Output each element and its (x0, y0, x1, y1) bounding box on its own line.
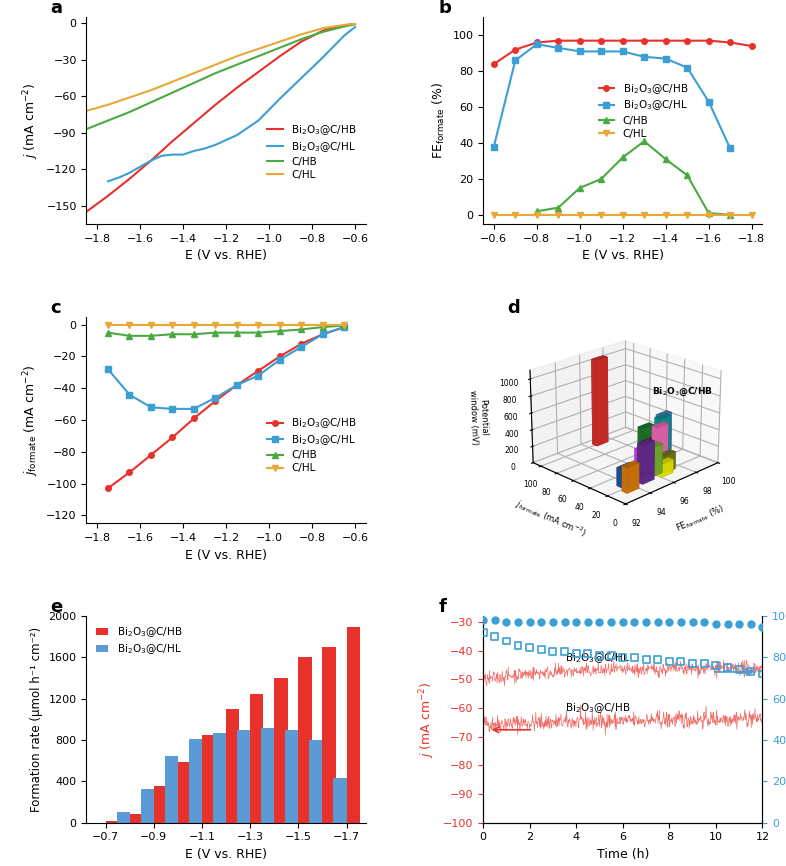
Point (605, 616, 618, 630)
Text: Bi$_2$O$_3$@C/HL: Bi$_2$O$_3$@C/HL (564, 650, 630, 664)
Point (523, 640, 536, 654)
Point (698, 656, 711, 670)
Point (744, 665, 757, 679)
Point (710, 659, 722, 673)
Point (698, 616, 711, 630)
Bar (322, 647, 336, 823)
Text: a: a (50, 0, 62, 17)
Point (605, 649, 618, 662)
Point (674, 655, 687, 669)
Point (663, 655, 676, 669)
Point (744, 617, 757, 631)
Point (512, 616, 524, 630)
Point (686, 616, 699, 630)
Text: e: e (50, 598, 62, 616)
Point (582, 646, 594, 660)
Bar (347, 626, 360, 823)
Point (663, 616, 676, 630)
Point (488, 630, 501, 643)
Text: c: c (50, 299, 61, 317)
Point (640, 653, 652, 667)
Point (477, 626, 490, 640)
Bar (154, 785, 167, 823)
Bar (130, 814, 143, 823)
Bar (285, 730, 299, 823)
Point (722, 661, 734, 675)
Point (488, 613, 501, 627)
Point (558, 644, 571, 658)
X-axis label: Time (h): Time (h) (597, 848, 649, 861)
Point (710, 617, 722, 631)
Bar (250, 694, 263, 823)
Y-axis label: $j$ (mA cm$^{-2}$): $j$ (mA cm$^{-2}$) (418, 682, 438, 758)
Y-axis label: Formation rate (μmol h⁻¹ cm⁻²): Formation rate (μmol h⁻¹ cm⁻²) (30, 627, 43, 812)
Point (593, 616, 606, 630)
Point (500, 616, 512, 630)
Point (535, 643, 548, 656)
Y-axis label: $j$ (mA cm$^{-2}$): $j$ (mA cm$^{-2}$) (21, 82, 41, 158)
Point (570, 646, 582, 660)
Point (546, 644, 559, 658)
Text: f: f (439, 598, 446, 616)
Point (523, 616, 536, 630)
X-axis label: E (V vs. RHE): E (V vs. RHE) (185, 249, 267, 262)
Bar (274, 678, 288, 823)
X-axis label: FE$_{\rm formate}$ (%): FE$_{\rm formate}$ (%) (674, 503, 727, 535)
Bar (226, 709, 240, 823)
Point (477, 613, 490, 627)
Point (582, 616, 594, 630)
Bar (333, 779, 347, 823)
Text: Bi$_2$O$_3$@C/HB: Bi$_2$O$_3$@C/HB (564, 701, 630, 714)
Point (546, 616, 559, 630)
X-axis label: E (V vs. RHE): E (V vs. RHE) (582, 249, 663, 262)
Point (733, 663, 745, 677)
Point (756, 619, 769, 633)
Text: d: d (507, 299, 520, 317)
Y-axis label: $j_{\rm formate}$ (mA cm$^{-2}$): $j_{\rm formate}$ (mA cm$^{-2}$) (513, 497, 588, 541)
Legend: Bi$_2$O$_3$@C/HB, Bi$_2$O$_3$@C/HL, C/HB, C/HL: Bi$_2$O$_3$@C/HB, Bi$_2$O$_3$@C/HL, C/HB… (594, 78, 692, 143)
Point (616, 616, 629, 630)
Bar (106, 821, 119, 823)
Point (593, 649, 606, 662)
Point (756, 667, 769, 681)
Point (616, 650, 629, 664)
Point (570, 616, 582, 630)
Point (628, 616, 641, 630)
Point (686, 656, 699, 670)
Point (640, 616, 652, 630)
Bar (261, 727, 274, 823)
X-axis label: E (V vs. RHE): E (V vs. RHE) (185, 548, 267, 561)
Bar (178, 762, 191, 823)
Point (674, 616, 687, 630)
Point (733, 617, 745, 631)
Text: b: b (439, 0, 451, 17)
Point (722, 617, 734, 631)
Point (652, 616, 664, 630)
Y-axis label: $j_{\rm formate}$ (mA cm$^{-2}$): $j_{\rm formate}$ (mA cm$^{-2}$) (21, 364, 41, 476)
Point (500, 634, 512, 648)
Point (558, 616, 571, 630)
Bar (213, 733, 226, 823)
Y-axis label: FE$_{\rm formate}$ (%): FE$_{\rm formate}$ (%) (431, 82, 446, 159)
Bar (189, 739, 202, 823)
Legend: Bi$_2$O$_3$@C/HB, Bi$_2$O$_3$@C/HL, C/HB, C/HL: Bi$_2$O$_3$@C/HB, Bi$_2$O$_3$@C/HL, C/HB… (263, 119, 361, 184)
Bar (237, 730, 250, 823)
Bar (141, 789, 154, 823)
Bar (116, 812, 130, 823)
Point (535, 616, 548, 630)
Point (652, 653, 664, 667)
Legend: Bi$_2$O$_3$@C/HB, Bi$_2$O$_3$@C/HL: Bi$_2$O$_3$@C/HB, Bi$_2$O$_3$@C/HL (92, 622, 186, 661)
Bar (299, 657, 311, 823)
Legend: Bi$_2$O$_3$@C/HB, Bi$_2$O$_3$@C/HL, C/HB, C/HL: Bi$_2$O$_3$@C/HB, Bi$_2$O$_3$@C/HL, C/HB… (263, 412, 361, 477)
Point (628, 650, 641, 664)
X-axis label: E (V vs. RHE): E (V vs. RHE) (185, 848, 267, 861)
Point (512, 638, 524, 652)
Bar (309, 740, 322, 823)
Bar (202, 735, 215, 823)
Bar (165, 755, 178, 823)
